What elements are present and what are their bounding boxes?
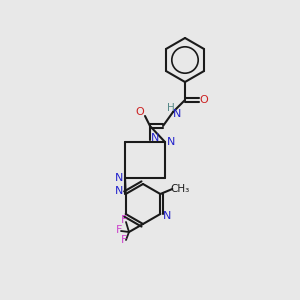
Text: N: N bbox=[151, 133, 159, 143]
Text: N: N bbox=[115, 186, 123, 196]
Text: N: N bbox=[163, 211, 172, 221]
Text: N: N bbox=[115, 173, 123, 183]
Text: O: O bbox=[200, 95, 208, 105]
Text: F: F bbox=[121, 235, 127, 245]
Text: CH₃: CH₃ bbox=[171, 184, 190, 194]
Text: F: F bbox=[121, 215, 127, 225]
Text: F: F bbox=[116, 225, 122, 235]
Text: N: N bbox=[173, 109, 181, 119]
Text: N: N bbox=[167, 137, 175, 147]
Text: H: H bbox=[167, 103, 175, 113]
Text: O: O bbox=[136, 107, 144, 117]
